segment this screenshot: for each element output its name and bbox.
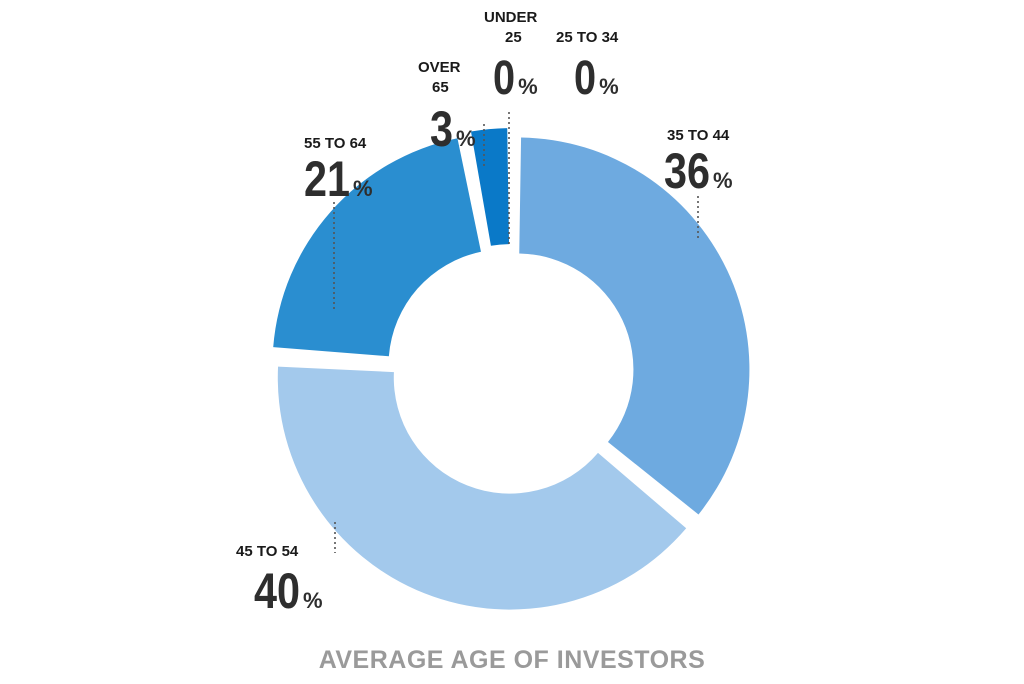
label-value-45-to-54: 40 [254, 563, 300, 619]
label-unit-over-65: % [456, 126, 476, 151]
label-value-35-to-44: 36 [664, 143, 710, 199]
label-unit-45-to-54: % [303, 588, 323, 613]
label-name-55-to-64: 55 TO 64 [304, 135, 367, 152]
label-unit-55-to-64: % [353, 176, 373, 201]
label-unit-35-to-44: % [713, 168, 733, 193]
slice-55-to-64 [273, 138, 481, 357]
label-value-55-to-64: 21 [304, 151, 350, 207]
label-unit-25-to-34: % [599, 74, 619, 99]
label-name-25-to-34: 25 TO 34 [556, 29, 619, 46]
slice-over-65 [470, 128, 510, 246]
label-value-25-to-34: 0 [574, 52, 596, 105]
label-name-45-to-54: 45 TO 54 [236, 543, 299, 560]
label-name-35-to-44: 35 TO 44 [667, 127, 730, 144]
donut-slices [273, 128, 750, 610]
label-unit-under-25: % [518, 74, 538, 99]
chart-title: AVERAGE AGE OF INVESTORS [318, 646, 706, 674]
label-value-under-25: 0 [493, 52, 515, 105]
label-value-over-65: 3 [430, 101, 453, 157]
label-name-over-65: OVER 65 [418, 59, 461, 96]
slice-35-to-44 [519, 137, 750, 515]
label-name-under-25: UNDER 25 [484, 9, 538, 46]
leader-lines [333, 112, 699, 553]
slice-45-to-54 [277, 366, 687, 610]
